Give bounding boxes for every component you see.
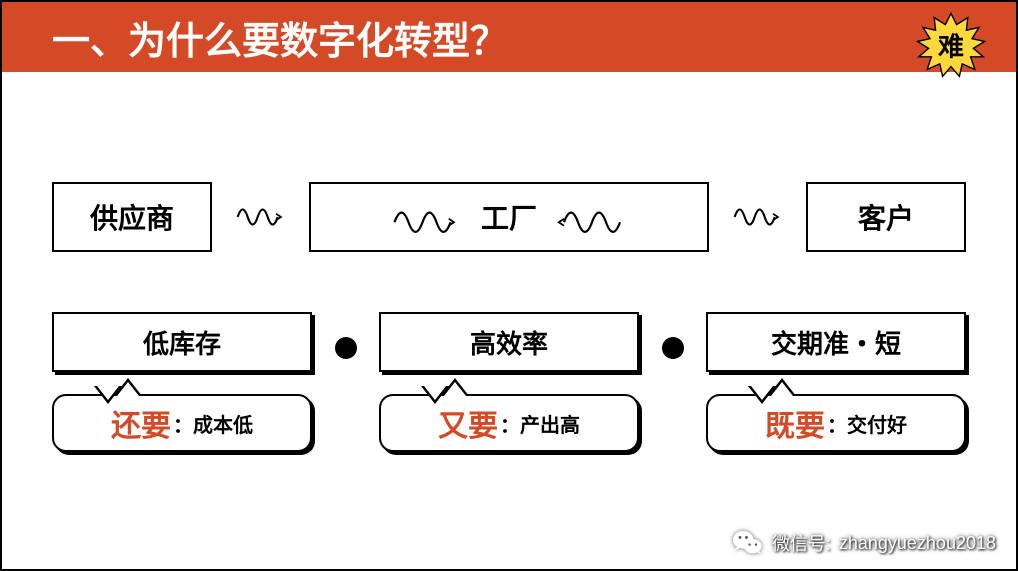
callout-group: 高效率 又要 ：产出高	[379, 312, 639, 452]
wechat-icon	[732, 527, 764, 559]
wave-icon	[557, 197, 627, 237]
wave-connector-icon	[236, 197, 286, 237]
callout-bottom: 又要 ：产出高	[379, 394, 639, 452]
separator-dot-icon	[662, 337, 684, 359]
callout-emph: 又要	[438, 401, 498, 445]
callout-sub: ：成本低	[173, 409, 253, 438]
flow-row: 供应商 工厂 客户	[52, 182, 966, 252]
callout-top-label: 交期准・短	[771, 324, 901, 361]
customer-box: 客户	[806, 182, 966, 252]
wave-icon	[391, 197, 461, 237]
callout-top-label: 低库存	[143, 324, 221, 361]
callout-emph: 既要	[765, 401, 825, 445]
callout-group: 交期准・短 既要 ：交付好	[706, 312, 966, 452]
content-area: 供应商 工厂 客户	[2, 72, 1016, 452]
callout-top: 交期准・短	[706, 312, 966, 372]
starburst-label: 难	[938, 27, 964, 64]
footer-id: zhangyuezhou2018	[839, 533, 996, 554]
header-bar: 一、为什么要数字化转型？ 难	[2, 2, 1016, 72]
slide: 一、为什么要数字化转型？ 难 供应商 工厂	[0, 0, 1018, 571]
callout-top: 高效率	[379, 312, 639, 372]
callout-bottom: 还要 ：成本低	[52, 394, 312, 452]
separator-dot-icon	[335, 337, 357, 359]
callout-emph: 还要	[111, 401, 171, 445]
callout-sub: ：产出高	[500, 409, 580, 438]
footer-watermark: 微信号: zhangyuezhou2018	[732, 527, 996, 559]
footer-label: 微信号:	[772, 530, 831, 556]
callout-group: 低库存 还要 ：成本低	[52, 312, 312, 452]
header-title: 一、为什么要数字化转型？	[52, 10, 508, 65]
wave-connector-icon	[733, 197, 783, 237]
callout-row: 低库存 还要 ：成本低 高效率 又要 ：产出高	[52, 312, 966, 452]
callout-sub: ：交付好	[827, 409, 907, 438]
supplier-box: 供应商	[52, 182, 212, 252]
callout-top: 低库存	[52, 312, 312, 372]
callout-bottom: 既要 ：交付好	[706, 394, 966, 452]
callout-top-label: 高效率	[470, 324, 548, 361]
factory-box: 工厂	[309, 182, 709, 252]
factory-label: 工厂	[481, 197, 537, 237]
